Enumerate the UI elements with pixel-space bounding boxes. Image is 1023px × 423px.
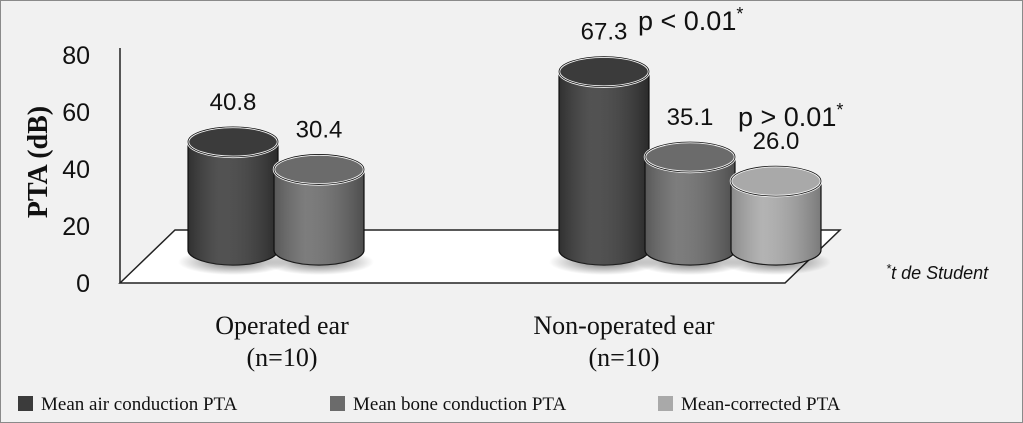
category-sublabel: (n=10) [589, 343, 660, 372]
y-tick-label: 20 [62, 213, 90, 241]
legend-label: Mean-corrected PTA [681, 394, 841, 415]
bar-body-shade [559, 71, 649, 265]
bar-mean-bone-conduction-pta-0 [264, 153, 374, 275]
category-label: Non-operated ear [533, 311, 715, 340]
annotation-p-lt-text: p < 0.01 [638, 6, 736, 36]
y-tick-label: 0 [76, 270, 90, 298]
data-label: 30.4 [296, 116, 343, 143]
legend-item: Mean-corrected PTA [658, 394, 841, 415]
y-axis-title: PTA (dB) [23, 106, 54, 218]
bar-mean-air-conduction-pta-1 [549, 55, 659, 275]
data-label: 26.0 [753, 128, 800, 155]
data-label: 40.8 [210, 89, 257, 116]
legend-label: Mean air conduction PTA [41, 394, 238, 415]
bar-mean-corrected-pta-1 [721, 164, 831, 275]
y-tick-label: 80 [62, 42, 90, 70]
y-tick-label: 40 [62, 156, 90, 184]
bar-top-outline [558, 56, 650, 88]
bar-body-shade [645, 156, 735, 265]
bar-body-shade [188, 141, 278, 265]
bar-top-outline [187, 126, 279, 158]
bar-mean-bone-conduction-pta-1 [635, 140, 745, 275]
category-sublabel: (n=10) [247, 343, 318, 372]
bar-body-shade [731, 181, 821, 265]
bar-top-outline [730, 165, 822, 197]
bar-mean-air-conduction-pta-0 [178, 125, 288, 275]
footnote: *t de Student [886, 261, 989, 283]
bar-top-outline [273, 154, 365, 185]
category-label: Operated ear [215, 311, 349, 340]
y-tick-label: 60 [62, 99, 90, 127]
legend-item: Mean air conduction PTA [18, 394, 238, 415]
annotation-p-gt-sup: * [836, 100, 843, 120]
legend-swatch [658, 396, 673, 411]
legend-item: Mean bone conduction PTA [330, 394, 567, 415]
annotation-p-gt: p > 0.01* [738, 100, 843, 132]
annotation-p-lt-sup: * [736, 4, 743, 24]
legend-label: Mean bone conduction PTA [353, 394, 567, 415]
annotation-p-gt-text: p > 0.01 [738, 102, 836, 132]
data-label: 67.3 [581, 19, 628, 46]
data-label: 35.1 [667, 104, 714, 131]
footnote-text: t de Student [891, 263, 989, 283]
legend-swatch [18, 396, 33, 411]
legend-swatch [330, 396, 345, 411]
annotation-p-lt: p < 0.01* [638, 4, 743, 36]
bar-body-shade [274, 169, 364, 265]
bar-top-outline [644, 141, 736, 173]
footnote-sup: * [886, 261, 892, 276]
